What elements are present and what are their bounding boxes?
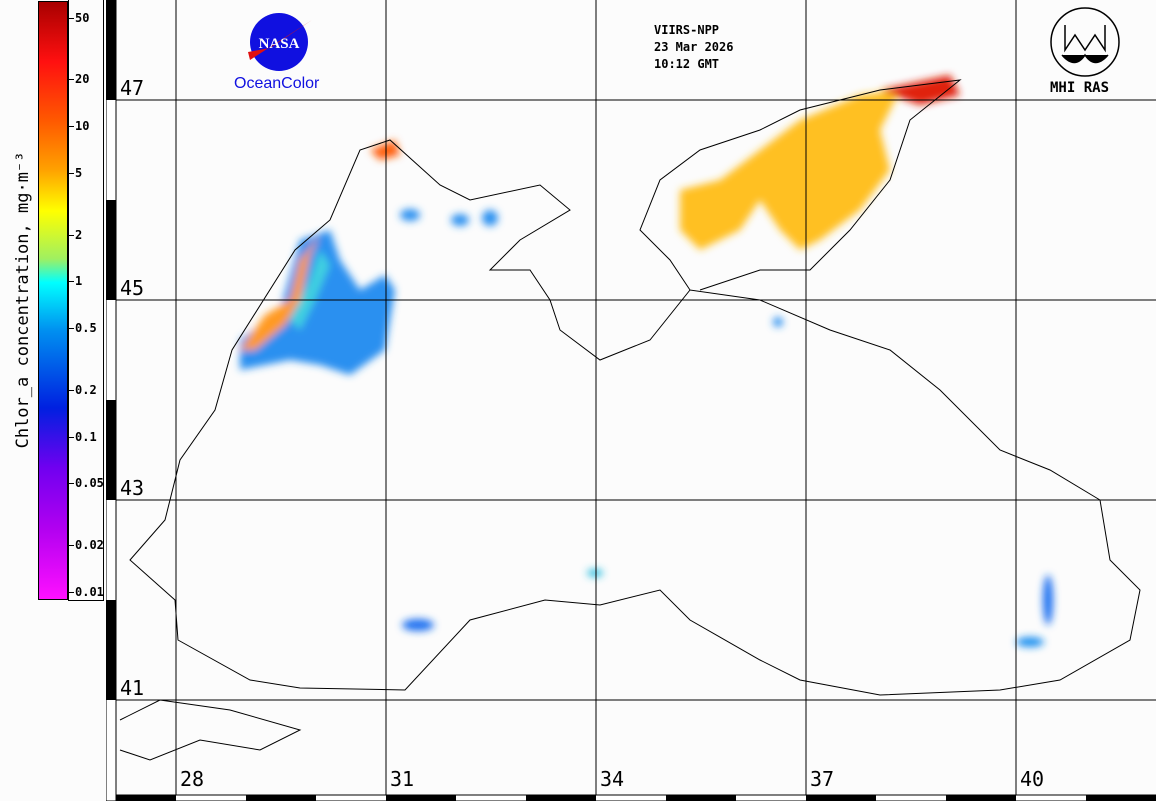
colorbar-tick-label: 2: [68, 228, 82, 242]
oceancolor-label: OceanColor: [234, 75, 320, 92]
lon-label-28: 28: [180, 767, 205, 791]
coastline: [119, 79, 1141, 761]
acquisition-date: 23 Mar 2026: [654, 40, 734, 54]
scale-bars: [106, 0, 1156, 801]
mhi-ras-label: MHI RAS: [1050, 80, 1110, 96]
colorbar-tick-label: 20: [68, 72, 89, 86]
colorbar-tick-label: 0.05: [68, 476, 104, 490]
nasa-logo: NASA: [248, 13, 312, 71]
svg-text:NASA: NASA: [259, 36, 300, 52]
lon-label-40: 40: [1020, 767, 1045, 791]
graticule: [106, 0, 1156, 795]
colorbar-tick-label: 5: [68, 166, 82, 180]
lat-label-47: 47: [120, 76, 145, 100]
colorbar-frame: [68, 0, 104, 601]
colorbar-tick-label: 50: [68, 11, 89, 25]
chlorophyll-patches: [240, 75, 1053, 647]
lon-label-31: 31: [390, 767, 415, 791]
colorbar-tick-label: 0.1: [68, 430, 97, 444]
colorbar-tick-label: 10: [68, 119, 89, 133]
colorbar-tick-label: 1: [68, 274, 82, 288]
sensor-name: VIIRS-NPP: [654, 23, 720, 37]
colorbar-gradient: [38, 1, 68, 600]
lon-label-34: 34: [600, 767, 625, 791]
colorbar-tick-label: 0.01: [68, 585, 104, 599]
lat-label-41: 41: [120, 676, 145, 700]
colorbar-tick-label: 0.5: [68, 321, 97, 335]
colorbar-title: Chlor_a concentration, mg·m⁻³: [13, 151, 33, 449]
lon-label-37: 37: [810, 767, 835, 791]
acquisition-info: VIIRS-NPP 23 Mar 2026 10:12 GMT: [654, 22, 733, 73]
mhi-ras-logo: [1050, 7, 1120, 77]
colorbar-tick-label: 0.2: [68, 383, 97, 397]
lat-label-43: 43: [120, 476, 145, 500]
acquisition-time: 10:12 GMT: [654, 57, 720, 71]
colorbar-tick-label: 0.02: [68, 538, 104, 552]
map-canvas[interactable]: NASA: [106, 0, 1156, 801]
lat-label-45: 45: [120, 276, 145, 300]
